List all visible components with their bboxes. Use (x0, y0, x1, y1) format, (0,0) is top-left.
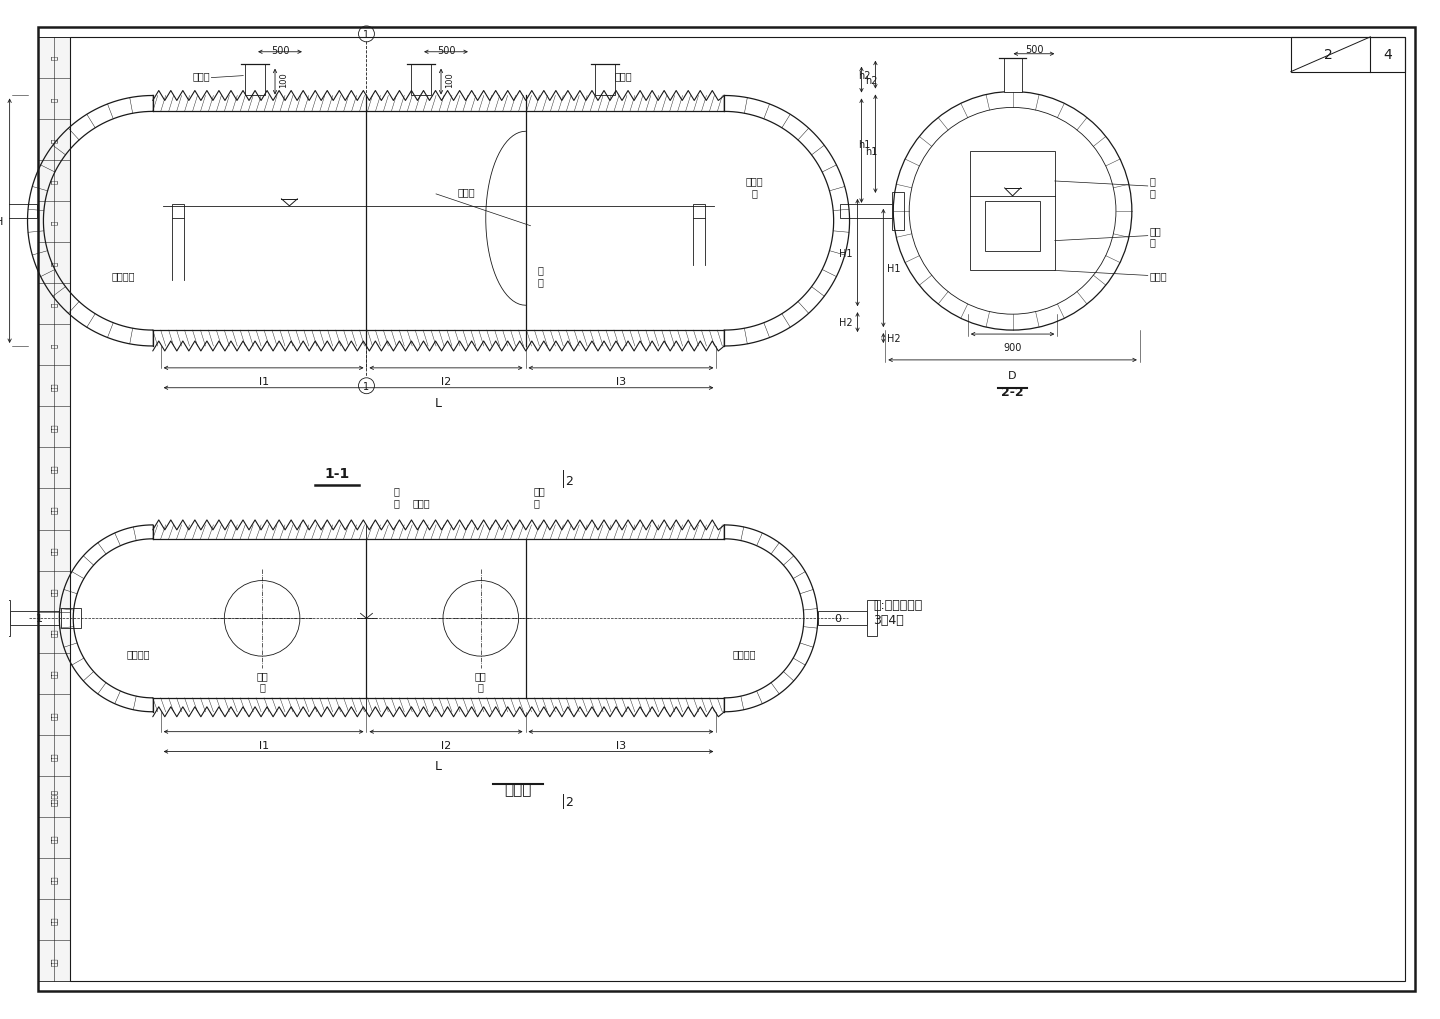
Text: 1: 1 (363, 30, 370, 40)
Text: 图名: 图名 (50, 834, 58, 842)
Text: 负责: 负责 (50, 710, 58, 718)
Text: l3: l3 (616, 740, 626, 750)
Text: 导流弯头: 导流弯头 (127, 648, 150, 658)
Text: 2: 2 (566, 474, 573, 487)
Bar (985, 202, 1040, 252)
Bar (818, 611, 867, 626)
Text: 100: 100 (445, 72, 454, 89)
Text: l1: l1 (259, 740, 269, 750)
Bar (245, 64, 265, 97)
Text: 图: 图 (50, 97, 58, 102)
Text: 清掏
孔: 清掏 孔 (475, 671, 487, 692)
Text: 隔
板: 隔 板 (393, 486, 399, 507)
Text: 透气孔: 透气孔 (193, 71, 210, 82)
Text: 林: 林 (50, 56, 58, 60)
Text: 1: 1 (36, 613, 43, 624)
Text: l3: l3 (616, 376, 626, 386)
Text: 纸张: 纸张 (50, 465, 58, 473)
Text: h1: h1 (858, 140, 870, 150)
Text: 1-1: 1-1 (324, 467, 350, 481)
Bar (0, 205, 37, 218)
Bar (412, 64, 431, 97)
Bar (171, 205, 183, 218)
Text: 2: 2 (566, 795, 573, 808)
Text: H1: H1 (887, 264, 901, 274)
Text: l2: l2 (441, 740, 451, 750)
Text: 气: 气 (50, 220, 58, 224)
Text: 设计: 设计 (50, 669, 58, 678)
Text: 水: 水 (50, 303, 58, 307)
Bar (10, 611, 59, 626)
Text: L: L (435, 760, 442, 772)
Text: 500: 500 (1025, 45, 1044, 55)
Text: H2: H2 (840, 318, 852, 328)
Text: 过水口: 过水口 (456, 186, 475, 197)
Text: 0: 0 (834, 613, 841, 624)
Text: 检修
门: 检修 门 (1149, 225, 1162, 248)
Text: h2: h2 (865, 75, 878, 86)
Text: 透气孔: 透气孔 (615, 71, 632, 82)
Text: 平面图: 平面图 (504, 782, 531, 797)
Text: 过水口: 过水口 (1149, 271, 1168, 281)
Text: 100: 100 (279, 72, 288, 89)
Bar (1290, 38, 1405, 72)
Text: 工程名称: 工程名称 (50, 788, 58, 805)
Text: l1: l1 (259, 376, 269, 386)
Text: 排水: 排水 (50, 382, 58, 390)
Bar (840, 205, 894, 218)
Text: h2: h2 (858, 70, 870, 81)
Text: H2: H2 (887, 333, 901, 343)
Text: 隔
板: 隔 板 (1149, 176, 1156, 198)
Text: H1: H1 (840, 249, 852, 258)
Bar (39, 38, 71, 981)
Text: 校核: 校核 (50, 587, 58, 596)
Text: 2: 2 (1325, 48, 1333, 62)
Text: 专业: 专业 (50, 751, 58, 760)
Text: L: L (435, 396, 442, 410)
Text: 审定: 审定 (50, 629, 58, 637)
Text: 1: 1 (363, 381, 370, 391)
Text: 900: 900 (1004, 342, 1022, 353)
Bar (1004, 59, 1021, 93)
Text: 2-2: 2-2 (1001, 385, 1024, 398)
Text: 清掏
孔: 清掏 孔 (256, 671, 268, 692)
Text: 总: 总 (50, 139, 58, 143)
Text: 标准: 标准 (50, 505, 58, 514)
Text: 注:各尺寸详见
3、4页: 注:各尺寸详见 3、4页 (874, 599, 923, 627)
Bar (971, 152, 1056, 271)
Bar (694, 205, 706, 218)
Text: D: D (1008, 371, 1017, 380)
Text: 制图: 制图 (50, 546, 58, 554)
Text: h1: h1 (865, 147, 878, 157)
Text: 导流弯
头: 导流弯 头 (746, 176, 763, 198)
Bar (0, 601, 10, 637)
Text: 日期: 日期 (50, 957, 58, 965)
Text: 电: 电 (50, 261, 58, 266)
Text: 图号: 图号 (50, 915, 58, 924)
Bar (62, 608, 81, 629)
Text: 给水: 给水 (50, 423, 58, 432)
Text: 导流弯头: 导流弯头 (111, 271, 135, 281)
Bar (893, 193, 904, 230)
Text: 500: 500 (271, 46, 289, 56)
Text: 比例: 比例 (50, 874, 58, 882)
Text: 土: 土 (50, 179, 58, 183)
Text: 500: 500 (436, 46, 455, 56)
Text: H: H (0, 216, 4, 226)
Text: 隔
板: 隔 板 (537, 265, 543, 287)
Text: 检修
门: 检修 门 (533, 486, 546, 507)
Bar (595, 64, 615, 97)
Text: 导流弯头: 导流弯头 (733, 648, 756, 658)
Text: 4: 4 (1382, 48, 1391, 62)
Text: 暖: 暖 (50, 343, 58, 347)
Text: 过水口: 过水口 (412, 497, 431, 507)
Text: l2: l2 (441, 376, 451, 386)
Bar (867, 601, 877, 637)
